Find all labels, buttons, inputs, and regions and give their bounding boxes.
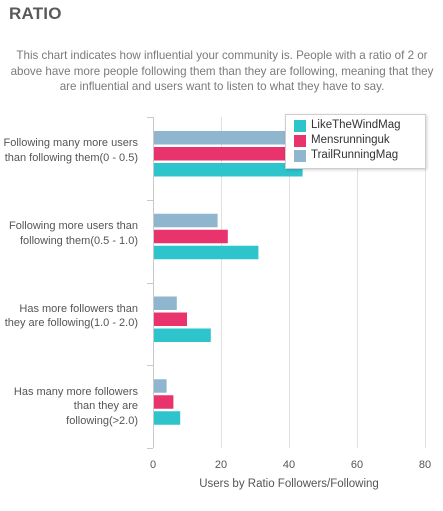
bar [154, 131, 293, 145]
legend-swatch [294, 150, 306, 162]
category-label: Following more users than following them… [8, 220, 138, 247]
bar [154, 312, 187, 326]
x-tick-label: 40 [283, 459, 295, 471]
category-label: Has many more followers than they are fo… [13, 385, 138, 427]
bar [154, 411, 181, 425]
legend-label: Mensrunninguk [311, 134, 390, 146]
category-label: Following many more users than following… [3, 137, 139, 164]
legend-label: TrailRunningMag [311, 149, 399, 161]
x-tick-label: 80 [419, 459, 431, 471]
x-tick-label: 20 [215, 459, 227, 471]
chart-description: This chart indicates how influential you… [10, 49, 434, 93]
legend-swatch [294, 135, 306, 147]
bar [154, 296, 177, 310]
category-label: Has more followers than they are followi… [4, 302, 138, 330]
bar [154, 213, 218, 228]
chart-title: RATIO [9, 4, 62, 23]
bar [154, 147, 296, 161]
legend-label: LikeTheWindMag [311, 119, 401, 131]
bar [154, 395, 174, 409]
bar [154, 229, 228, 244]
bar [154, 379, 167, 393]
bar [154, 163, 303, 177]
x-tick-label: 0 [150, 459, 156, 471]
bar [154, 245, 259, 260]
chart-legend: LikeTheWindMag Mensrunninguk TrailRunningM… [285, 114, 426, 169]
x-tick-label: 60 [351, 459, 363, 471]
legend-swatch [294, 120, 306, 132]
bar [154, 328, 211, 342]
x-axis-label: Users by Ratio Followers/Following [199, 478, 379, 490]
